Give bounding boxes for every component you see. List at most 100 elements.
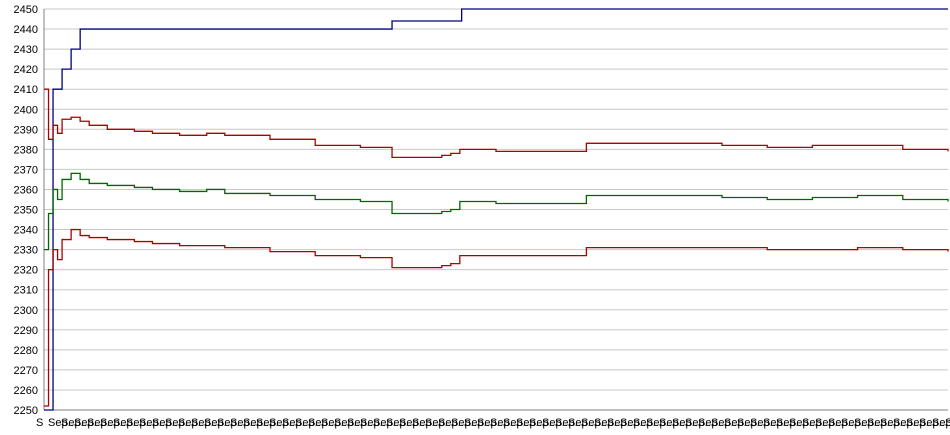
y-tick-label: 2270 <box>14 365 38 377</box>
y-tick-label: 2250 <box>14 405 38 417</box>
x-tick-label: Sep... <box>295 417 324 429</box>
y-tick-label: 2300 <box>14 305 38 317</box>
x-tick-label: Sep... <box>48 417 77 429</box>
x-tick-label: Sep... <box>217 417 246 429</box>
y-tick-label: 2340 <box>14 225 38 237</box>
y-tick-label: 2430 <box>14 44 38 56</box>
series-line-2 <box>44 172 949 251</box>
y-tick-label: 2400 <box>14 104 38 116</box>
x-tick-label: Sep... <box>191 417 220 429</box>
x-tick-label: Sep... <box>308 417 337 429</box>
x-tick-label: Sep... <box>828 417 857 429</box>
x-tick-label: Sep... <box>139 417 168 429</box>
x-tick-label: Sep... <box>100 417 129 429</box>
y-tick-label: 2410 <box>14 84 38 96</box>
x-tick-label: Sep... <box>867 417 896 429</box>
x-tick-label: Sep... <box>204 417 233 429</box>
x-tick-label: Sep... <box>555 417 584 429</box>
y-tick-label: 2420 <box>14 64 38 76</box>
x-tick-label: Sep... <box>594 417 623 429</box>
x-tick-label: Sep... <box>893 417 922 429</box>
y-tick-label: 2280 <box>14 345 38 357</box>
x-tick-label: Sep... <box>607 417 636 429</box>
x-tick-label: Sep... <box>568 417 597 429</box>
x-tick-label: Sep... <box>425 417 454 429</box>
x-tick-label: Sep... <box>659 417 688 429</box>
x-tick-label: Sep... <box>815 417 844 429</box>
y-tick-label: 2260 <box>14 385 38 397</box>
x-tick-label: Sep... <box>321 417 350 429</box>
x-tick-label: Sep... <box>243 417 272 429</box>
x-tick-label: Sep... <box>269 417 298 429</box>
y-tick-label: 2380 <box>14 144 38 156</box>
x-tick-label: Sep... <box>61 417 90 429</box>
x-tick-label: Sep... <box>386 417 415 429</box>
x-tick-label: Sep... <box>126 417 155 429</box>
x-tick-label: Sep... <box>724 417 753 429</box>
x-tick-label: Sep... <box>360 417 389 429</box>
y-tick-label: 2440 <box>14 24 38 36</box>
x-tick-label: Sep... <box>74 417 103 429</box>
y-axis: 2250 2260 2270 2280 2290 2300 2310 2320 2330 2340… <box>14 4 45 417</box>
x-tick-label: Sep... <box>711 417 740 429</box>
x-tick-label: Sep... <box>932 417 950 429</box>
x-tick-label: Sep... <box>334 417 363 429</box>
x-tick-label: Sep... <box>620 417 649 429</box>
x-tick-label: Sep... <box>854 417 883 429</box>
x-tick-label: Sep... <box>438 417 467 429</box>
series-lines <box>44 8 949 411</box>
x-tick-label: S <box>36 417 43 429</box>
x-axis: S Sep...Sep...Sep...Sep...Sep...Sep...Sep… <box>36 409 950 429</box>
gridlines <box>44 8 948 411</box>
x-tick-label: Sep... <box>516 417 545 429</box>
y-tick-label: 2350 <box>14 205 38 217</box>
x-tick-label: Sep... <box>685 417 714 429</box>
x-tick-label: Sep... <box>906 417 935 429</box>
x-tick-label: Sep... <box>347 417 376 429</box>
x-tick-label: Sep... <box>633 417 662 429</box>
y-tick-label: 2310 <box>14 285 38 297</box>
x-tick-label: Sep... <box>542 417 571 429</box>
x-tick-label: Sep... <box>763 417 792 429</box>
x-tick-label: Sep... <box>750 417 779 429</box>
x-tick-label: Sep... <box>672 417 701 429</box>
x-tick-label: Sep... <box>178 417 207 429</box>
y-tick-label: 2290 <box>14 325 38 337</box>
x-tick-label: Sep... <box>945 417 950 429</box>
x-tick-label: Sep... <box>490 417 519 429</box>
x-tick-label: Sep... <box>698 417 727 429</box>
x-tick-label: Sep... <box>802 417 831 429</box>
x-tick-label: Sep... <box>776 417 805 429</box>
y-tick-label: 2450 <box>14 4 38 16</box>
y-tick-label: 2390 <box>14 124 38 136</box>
x-tick-label: Sep... <box>256 417 285 429</box>
x-tick-label: Sep... <box>919 417 948 429</box>
x-tick-label: Sep... <box>477 417 506 429</box>
y-tick-label: 2360 <box>14 184 38 196</box>
x-tick-label: Sep... <box>282 417 311 429</box>
x-tick-label: Sep... <box>464 417 493 429</box>
x-tick-label: Sep... <box>789 417 818 429</box>
series-line-0 <box>44 8 948 411</box>
x-tick-label: Sep... <box>412 417 441 429</box>
y-tick-label: 2320 <box>14 265 38 277</box>
x-tick-label: Sep... <box>165 417 194 429</box>
series-line-1 <box>44 88 949 159</box>
y-tick-label: 2370 <box>14 164 38 176</box>
x-tick-label: Sep... <box>646 417 675 429</box>
x-tick-label: Sep... <box>451 417 480 429</box>
x-tick-label: Sep... <box>581 417 610 429</box>
x-tick-label: Sep... <box>399 417 428 429</box>
x-tick-label: Sep... <box>503 417 532 429</box>
x-tick-label: Sep... <box>737 417 766 429</box>
x-tick-label: Sep... <box>230 417 259 429</box>
x-tick-label: Sep... <box>529 417 558 429</box>
x-tick-label: Sep... <box>841 417 870 429</box>
x-tick-label: Sep... <box>113 417 142 429</box>
y-tick-label: 2330 <box>14 245 38 257</box>
series-line-3 <box>44 228 949 407</box>
x-tick-label: Sep... <box>87 417 116 429</box>
x-tick-label: Sep... <box>880 417 909 429</box>
x-tick-label: Sep... <box>152 417 181 429</box>
